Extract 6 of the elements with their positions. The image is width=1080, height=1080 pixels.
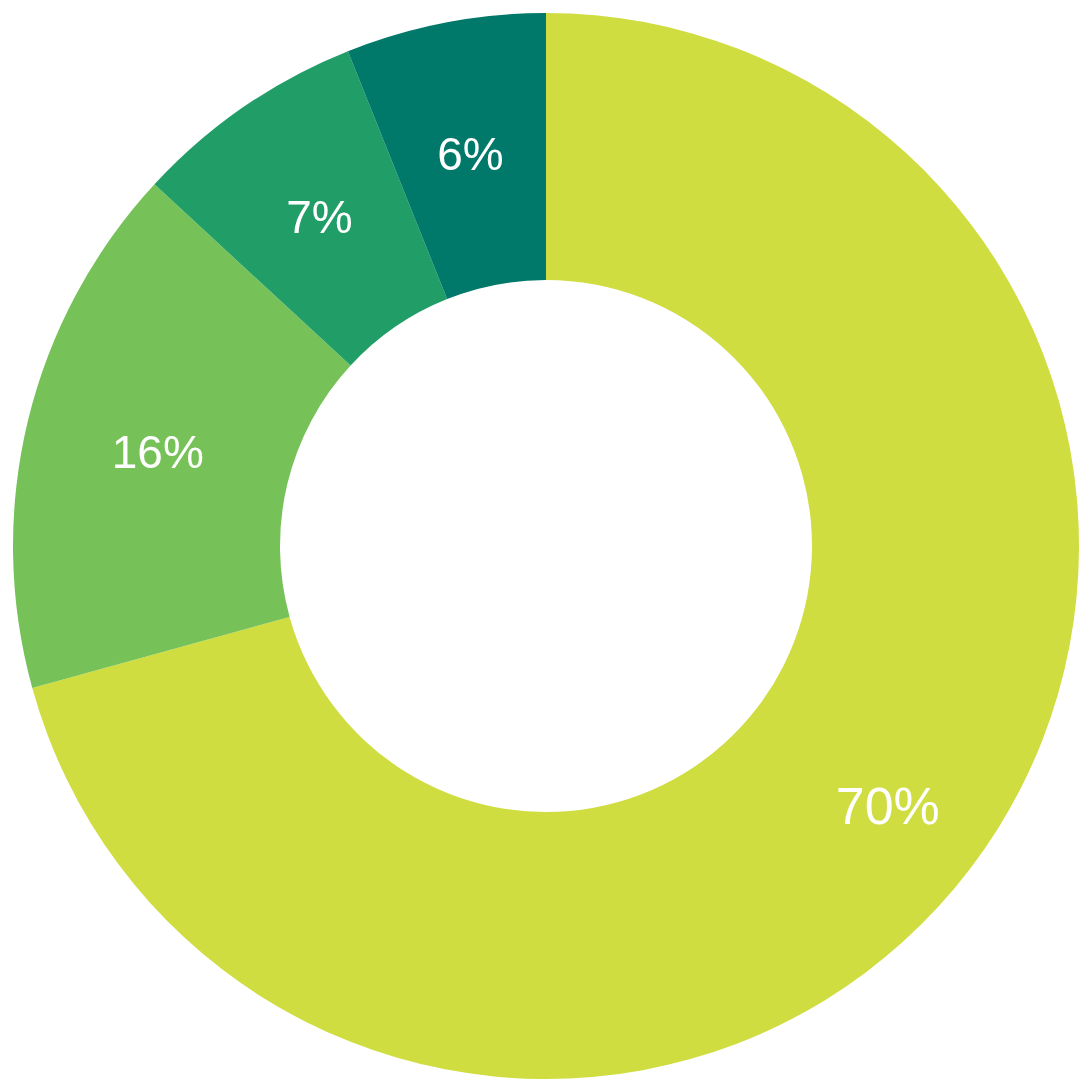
data-label: 6% — [437, 127, 504, 180]
donut-slice — [32, 13, 1079, 1079]
data-label: 70% — [835, 777, 940, 836]
data-label: 16% — [111, 425, 204, 478]
data-label: 7% — [286, 190, 353, 243]
donut-slice — [13, 184, 351, 689]
